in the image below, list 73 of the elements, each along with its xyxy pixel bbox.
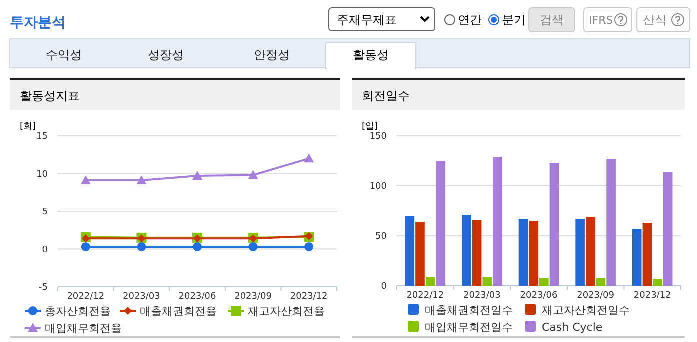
bar — [518, 219, 528, 286]
legend-label: 매출채권회전일수 — [425, 304, 513, 317]
text: 안정성 — [254, 48, 290, 62]
bar — [642, 223, 652, 286]
x-tick-label: 2023/06 — [178, 292, 216, 302]
bar — [586, 217, 596, 286]
point — [137, 242, 146, 252]
x-tick-label: 2023/09 — [577, 291, 615, 301]
bar — [653, 279, 662, 286]
chart-title: 회전일수 — [362, 89, 410, 103]
y-tick-label: 150 — [370, 132, 388, 142]
y-tick-label: 10 — [36, 170, 48, 180]
text: 연간 — [458, 13, 482, 27]
legend-label: 총자산회전율 — [45, 305, 111, 318]
text: 산식 — [643, 13, 667, 27]
bar — [436, 161, 446, 286]
bar — [606, 159, 616, 286]
y-tick-label: 0 — [42, 245, 48, 256]
y-tick-label: 100 — [370, 182, 388, 192]
x-tick-label: 2023/09 — [234, 292, 272, 302]
y-axis-title: [회] — [20, 122, 36, 132]
x-tick-label: 2022/12 — [406, 291, 444, 301]
legend-label: 매입채무회전율 — [45, 322, 122, 335]
bar — [576, 219, 585, 286]
bar — [663, 172, 673, 286]
y-tick-label: 5 — [42, 208, 48, 218]
legend-label: 재고자산회전율 — [248, 305, 325, 318]
x-tick-label: 2023/12 — [634, 291, 672, 301]
y-tick-label: 0 — [381, 282, 388, 292]
point — [304, 242, 314, 252]
x-tick-label: 2023/03 — [464, 291, 501, 301]
text: IFRS — [589, 14, 614, 27]
text: 투자분석 — [10, 15, 66, 31]
y-tick-label: 15 — [36, 132, 48, 142]
text: 검색 — [540, 13, 564, 27]
bar — [493, 157, 502, 286]
x-tick-label: 2023/03 — [123, 292, 160, 302]
point — [304, 154, 314, 163]
bar — [416, 222, 425, 286]
bar — [472, 220, 482, 286]
x-tick-label: 2023/06 — [520, 291, 558, 301]
text: 분기 — [502, 13, 526, 27]
legend-label: Cash Cycle — [542, 321, 603, 334]
text: 주재무제표 — [337, 13, 397, 27]
x-tick-label: 2022/12 — [67, 292, 105, 302]
point — [136, 176, 147, 185]
point — [248, 242, 258, 252]
bar — [529, 221, 538, 286]
chart-title: 활동성지표 — [20, 89, 80, 103]
point — [248, 170, 258, 180]
bar — [405, 216, 415, 286]
point — [82, 234, 90, 243]
bar — [596, 278, 606, 286]
point — [80, 176, 91, 185]
y-tick-label: -5 — [39, 283, 48, 293]
y-axis-title: [일] — [362, 122, 378, 132]
point — [81, 242, 90, 252]
y-tick-label: 50 — [376, 232, 388, 242]
legend-label: 재고자산회전일수 — [542, 304, 630, 317]
text: 성장성 — [148, 48, 184, 62]
legend-label: 매출채권회전율 — [140, 305, 217, 318]
point — [192, 171, 202, 180]
text: 활동성 — [353, 48, 389, 62]
bar — [482, 277, 492, 286]
bar — [550, 163, 560, 286]
legend-label: 매입채무회전일수 — [425, 321, 513, 334]
x-tick-label: 2023/12 — [290, 292, 328, 302]
bar — [426, 277, 436, 286]
bar — [540, 278, 549, 286]
point — [193, 242, 202, 252]
bar — [632, 229, 642, 286]
text: 수익성 — [46, 48, 82, 62]
bar — [462, 215, 472, 286]
